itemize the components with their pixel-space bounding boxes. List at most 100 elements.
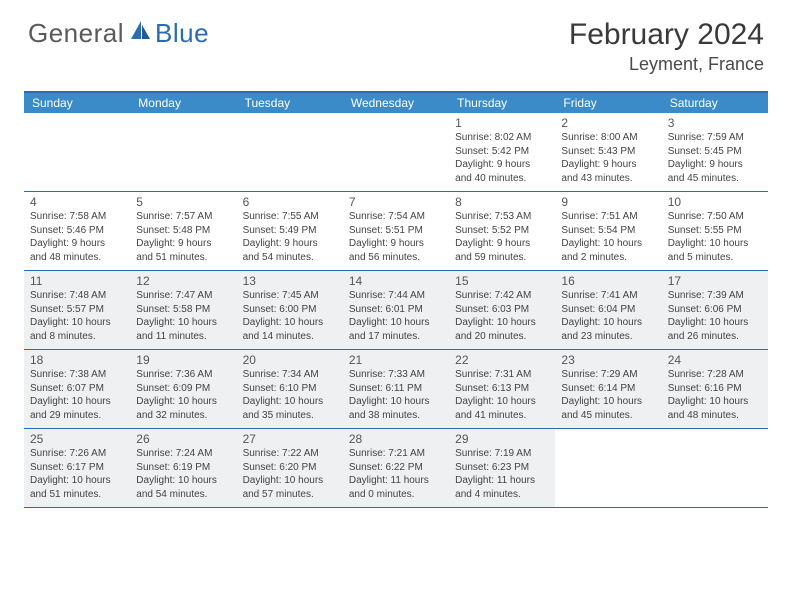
day-number: 12 bbox=[136, 274, 230, 288]
cell-line: Daylight: 10 hours bbox=[561, 316, 655, 330]
calendar-cell: 2Sunrise: 8:00 AMSunset: 5:43 PMDaylight… bbox=[555, 113, 661, 191]
day-number: 3 bbox=[668, 116, 762, 130]
calendar-cell: 6Sunrise: 7:55 AMSunset: 5:49 PMDaylight… bbox=[237, 192, 343, 270]
day-number: 4 bbox=[30, 195, 124, 209]
cell-line: and 45 minutes. bbox=[668, 172, 762, 186]
calendar-cell bbox=[237, 113, 343, 191]
calendar-cell: 21Sunrise: 7:33 AMSunset: 6:11 PMDayligh… bbox=[343, 350, 449, 428]
cell-line: Sunset: 6:03 PM bbox=[455, 303, 549, 317]
cell-line: Sunset: 6:11 PM bbox=[349, 382, 443, 396]
day-number: 2 bbox=[561, 116, 655, 130]
day-number: 20 bbox=[243, 353, 337, 367]
cell-line: Daylight: 9 hours bbox=[30, 237, 124, 251]
cell-line: and 17 minutes. bbox=[349, 330, 443, 344]
day-header: Monday bbox=[130, 93, 236, 113]
cell-line: Sunrise: 7:22 AM bbox=[243, 447, 337, 461]
cell-line: Daylight: 9 hours bbox=[136, 237, 230, 251]
cell-line: Daylight: 10 hours bbox=[349, 395, 443, 409]
cell-line: Sunset: 6:22 PM bbox=[349, 461, 443, 475]
cell-line: Sunset: 5:52 PM bbox=[455, 224, 549, 238]
cell-line: Sunset: 6:16 PM bbox=[668, 382, 762, 396]
cell-line: and 43 minutes. bbox=[561, 172, 655, 186]
cell-line: Sunset: 6:14 PM bbox=[561, 382, 655, 396]
calendar-cell: 17Sunrise: 7:39 AMSunset: 6:06 PMDayligh… bbox=[662, 271, 768, 349]
calendar-cell: 23Sunrise: 7:29 AMSunset: 6:14 PMDayligh… bbox=[555, 350, 661, 428]
cell-line: Sunrise: 7:51 AM bbox=[561, 210, 655, 224]
calendar-cell: 13Sunrise: 7:45 AMSunset: 6:00 PMDayligh… bbox=[237, 271, 343, 349]
calendar-cell: 20Sunrise: 7:34 AMSunset: 6:10 PMDayligh… bbox=[237, 350, 343, 428]
calendar-cell bbox=[555, 429, 661, 507]
cell-line: Sunset: 5:42 PM bbox=[455, 145, 549, 159]
cell-line: Sunrise: 7:26 AM bbox=[30, 447, 124, 461]
cell-line: Sunset: 6:06 PM bbox=[668, 303, 762, 317]
calendar-cell: 4Sunrise: 7:58 AMSunset: 5:46 PMDaylight… bbox=[24, 192, 130, 270]
cell-line: Daylight: 9 hours bbox=[561, 158, 655, 172]
cell-line: Sunset: 6:07 PM bbox=[30, 382, 124, 396]
cell-line: Daylight: 10 hours bbox=[243, 316, 337, 330]
sail-icon bbox=[129, 19, 153, 46]
page-header: General Blue February 2024 Leyment, Fran… bbox=[0, 0, 792, 83]
cell-line: Sunrise: 7:21 AM bbox=[349, 447, 443, 461]
day-header: Sunday bbox=[24, 93, 130, 113]
calendar-cell bbox=[130, 113, 236, 191]
cell-line: Sunset: 6:01 PM bbox=[349, 303, 443, 317]
cell-line: and 40 minutes. bbox=[455, 172, 549, 186]
cell-line: Sunrise: 7:58 AM bbox=[30, 210, 124, 224]
cell-line: Sunrise: 7:44 AM bbox=[349, 289, 443, 303]
cell-line: Daylight: 10 hours bbox=[136, 395, 230, 409]
cell-line: and 2 minutes. bbox=[561, 251, 655, 265]
cell-line: and 35 minutes. bbox=[243, 409, 337, 423]
cell-line: and 11 minutes. bbox=[136, 330, 230, 344]
calendar-cell: 7Sunrise: 7:54 AMSunset: 5:51 PMDaylight… bbox=[343, 192, 449, 270]
cell-line: and 59 minutes. bbox=[455, 251, 549, 265]
cell-line: Daylight: 10 hours bbox=[455, 395, 549, 409]
day-number: 21 bbox=[349, 353, 443, 367]
cell-line: Daylight: 10 hours bbox=[243, 395, 337, 409]
calendar-cell: 27Sunrise: 7:22 AMSunset: 6:20 PMDayligh… bbox=[237, 429, 343, 507]
cell-line: Sunset: 6:10 PM bbox=[243, 382, 337, 396]
cell-line: Sunrise: 7:28 AM bbox=[668, 368, 762, 382]
logo: General Blue bbox=[28, 18, 209, 49]
cell-line: and 14 minutes. bbox=[243, 330, 337, 344]
cell-line: Daylight: 10 hours bbox=[561, 237, 655, 251]
day-number: 8 bbox=[455, 195, 549, 209]
cell-line: Sunrise: 7:53 AM bbox=[455, 210, 549, 224]
cell-line: Daylight: 9 hours bbox=[455, 158, 549, 172]
cell-line: and 5 minutes. bbox=[668, 251, 762, 265]
cell-line: Sunset: 6:04 PM bbox=[561, 303, 655, 317]
calendar: SundayMondayTuesdayWednesdayThursdayFrid… bbox=[24, 91, 768, 508]
day-header: Tuesday bbox=[237, 93, 343, 113]
calendar-cell: 19Sunrise: 7:36 AMSunset: 6:09 PMDayligh… bbox=[130, 350, 236, 428]
cell-line: Sunset: 5:51 PM bbox=[349, 224, 443, 238]
calendar-week: 18Sunrise: 7:38 AMSunset: 6:07 PMDayligh… bbox=[24, 350, 768, 429]
calendar-week: 25Sunrise: 7:26 AMSunset: 6:17 PMDayligh… bbox=[24, 429, 768, 508]
day-number: 13 bbox=[243, 274, 337, 288]
day-number: 17 bbox=[668, 274, 762, 288]
calendar-cell: 25Sunrise: 7:26 AMSunset: 6:17 PMDayligh… bbox=[24, 429, 130, 507]
month-title: February 2024 bbox=[569, 18, 764, 52]
cell-line: and 54 minutes. bbox=[136, 488, 230, 502]
cell-line: Daylight: 10 hours bbox=[30, 395, 124, 409]
cell-line: and 48 minutes. bbox=[668, 409, 762, 423]
cell-line: Daylight: 9 hours bbox=[668, 158, 762, 172]
day-number: 25 bbox=[30, 432, 124, 446]
cell-line: Sunrise: 7:55 AM bbox=[243, 210, 337, 224]
calendar-week: 1Sunrise: 8:02 AMSunset: 5:42 PMDaylight… bbox=[24, 113, 768, 192]
cell-line: and 38 minutes. bbox=[349, 409, 443, 423]
cell-line: Daylight: 9 hours bbox=[455, 237, 549, 251]
calendar-cell: 14Sunrise: 7:44 AMSunset: 6:01 PMDayligh… bbox=[343, 271, 449, 349]
calendar-week: 11Sunrise: 7:48 AMSunset: 5:57 PMDayligh… bbox=[24, 271, 768, 350]
day-number: 7 bbox=[349, 195, 443, 209]
logo-text-general: General bbox=[28, 18, 124, 49]
calendar-cell: 10Sunrise: 7:50 AMSunset: 5:55 PMDayligh… bbox=[662, 192, 768, 270]
day-number: 24 bbox=[668, 353, 762, 367]
cell-line: Sunset: 5:54 PM bbox=[561, 224, 655, 238]
cell-line: Sunrise: 7:47 AM bbox=[136, 289, 230, 303]
cell-line: Daylight: 9 hours bbox=[243, 237, 337, 251]
day-header: Wednesday bbox=[343, 93, 449, 113]
cell-line: and 23 minutes. bbox=[561, 330, 655, 344]
cell-line: Sunset: 5:55 PM bbox=[668, 224, 762, 238]
cell-line: and 48 minutes. bbox=[30, 251, 124, 265]
cell-line: Daylight: 10 hours bbox=[668, 395, 762, 409]
calendar-cell: 8Sunrise: 7:53 AMSunset: 5:52 PMDaylight… bbox=[449, 192, 555, 270]
